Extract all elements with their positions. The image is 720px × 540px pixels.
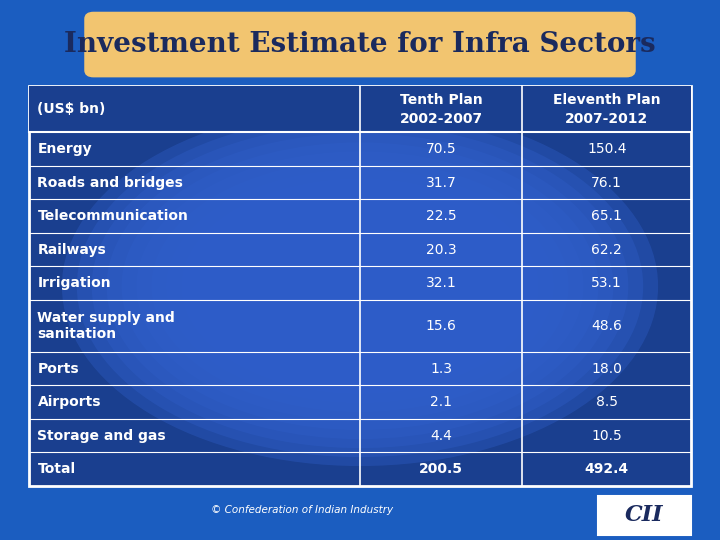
Text: 76.1: 76.1: [591, 176, 622, 190]
Ellipse shape: [196, 187, 524, 385]
Text: 31.7: 31.7: [426, 176, 456, 190]
Text: Airports: Airports: [37, 395, 101, 409]
Text: Water supply and
sanitation: Water supply and sanitation: [37, 311, 175, 341]
Text: Storage and gas: Storage and gas: [37, 429, 166, 443]
Text: 48.6: 48.6: [591, 319, 622, 333]
Text: 200.5: 200.5: [419, 462, 463, 476]
Ellipse shape: [151, 160, 569, 412]
Text: Energy: Energy: [37, 142, 92, 156]
Text: 32.1: 32.1: [426, 276, 456, 290]
Text: 70.5: 70.5: [426, 142, 456, 156]
Ellipse shape: [62, 106, 658, 466]
FancyBboxPatch shape: [85, 12, 635, 77]
Text: Investment Estimate for Infra Sectors: Investment Estimate for Infra Sectors: [64, 31, 656, 58]
Ellipse shape: [271, 232, 449, 340]
Bar: [598, 496, 691, 535]
Text: 22.5: 22.5: [426, 209, 456, 223]
Text: 18.0: 18.0: [591, 362, 622, 376]
Text: Telecommunication: Telecommunication: [37, 209, 189, 223]
Text: Ports: Ports: [37, 362, 79, 376]
Text: Tenth Plan
2002-2007: Tenth Plan 2002-2007: [400, 93, 482, 126]
Text: Irrigation: Irrigation: [37, 276, 111, 290]
Ellipse shape: [285, 241, 435, 331]
Text: 8.5: 8.5: [595, 395, 618, 409]
Text: 4.4: 4.4: [431, 429, 452, 443]
Text: 15.6: 15.6: [426, 319, 456, 333]
Ellipse shape: [211, 197, 509, 376]
Bar: [29, 86, 360, 132]
Text: (US$ bn): (US$ bn): [37, 103, 106, 117]
Text: Railways: Railways: [37, 242, 106, 256]
Text: 10.5: 10.5: [591, 429, 622, 443]
Ellipse shape: [107, 133, 613, 439]
Ellipse shape: [240, 214, 480, 358]
Ellipse shape: [315, 259, 405, 313]
Ellipse shape: [181, 178, 539, 394]
Text: 2.1: 2.1: [430, 395, 452, 409]
Ellipse shape: [300, 250, 420, 322]
Text: Total: Total: [37, 462, 76, 476]
Text: 492.4: 492.4: [585, 462, 629, 476]
Text: CII: CII: [625, 504, 664, 526]
Text: 53.1: 53.1: [591, 276, 622, 290]
Text: 65.1: 65.1: [591, 209, 622, 223]
Text: © Confederation of Indian Industry: © Confederation of Indian Industry: [212, 505, 393, 515]
Ellipse shape: [256, 223, 464, 349]
Text: 150.4: 150.4: [587, 142, 626, 156]
Bar: [522, 86, 691, 132]
Bar: [29, 86, 691, 486]
Text: 20.3: 20.3: [426, 242, 456, 256]
Ellipse shape: [91, 124, 629, 448]
Ellipse shape: [166, 170, 554, 403]
Text: Roads and bridges: Roads and bridges: [37, 176, 184, 190]
Ellipse shape: [137, 151, 583, 421]
Text: 62.2: 62.2: [591, 242, 622, 256]
Bar: [360, 86, 522, 132]
Ellipse shape: [77, 116, 643, 457]
Text: Eleventh Plan
2007-2012: Eleventh Plan 2007-2012: [553, 93, 660, 126]
Text: 1.3: 1.3: [430, 362, 452, 376]
Ellipse shape: [122, 143, 598, 430]
Ellipse shape: [226, 205, 494, 367]
